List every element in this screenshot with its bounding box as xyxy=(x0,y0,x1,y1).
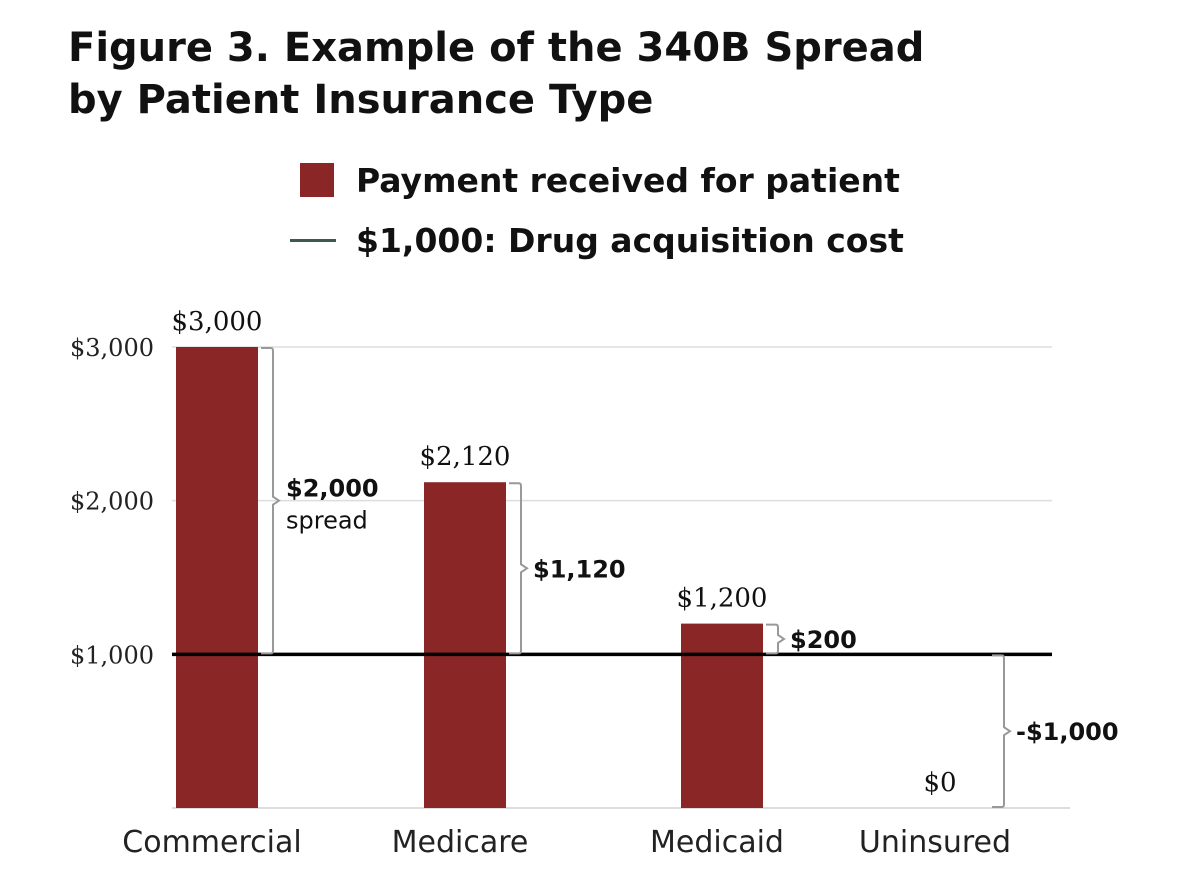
category-label: Commercial xyxy=(122,825,301,860)
value-label: $1,200 xyxy=(677,584,768,614)
title-line-2: by Patient Insurance Type xyxy=(68,77,654,123)
bar-medicare xyxy=(424,482,506,808)
spread-label: $2,000 xyxy=(286,475,379,503)
legend-item-bar: Payment received for patient xyxy=(290,150,904,210)
spread-bracket xyxy=(509,482,529,655)
category-label: Medicaid xyxy=(650,825,784,860)
bar-medicaid xyxy=(681,623,763,808)
spread-bracket xyxy=(261,347,281,655)
y-tick-label: $2,000 xyxy=(70,488,154,516)
value-label: $2,120 xyxy=(420,442,511,472)
spread-label: $1,120 xyxy=(533,555,626,583)
spread-sublabel: spread xyxy=(286,507,368,535)
y-tick-label: $3,000 xyxy=(70,334,154,362)
spread-bracket xyxy=(992,654,1012,808)
spread-label: $200 xyxy=(790,626,857,654)
legend-line-label: $1,000: Drug acquisition cost xyxy=(356,220,904,260)
value-label: $3,000 xyxy=(172,307,263,337)
title-line-1: Figure 3. Example of the 340B Spread xyxy=(68,25,925,71)
legend-bar-label: Payment received for patient xyxy=(356,160,900,200)
y-tick-label: $1,000 xyxy=(70,641,154,669)
spread-label: -$1,000 xyxy=(1016,718,1119,746)
legend-item-line: $1,000: Drug acquisition cost xyxy=(290,210,904,270)
legend-line-swatch xyxy=(290,238,336,242)
spread-bracket xyxy=(766,623,786,655)
legend-bar-swatch xyxy=(300,163,334,197)
category-label: Medicare xyxy=(392,825,529,860)
value-label: $0 xyxy=(923,768,956,798)
chart-title: Figure 3. Example of the 340B Spread by … xyxy=(68,22,924,126)
category-label: Uninsured xyxy=(859,825,1011,860)
bar-commercial xyxy=(176,347,258,808)
legend: Payment received for patient $1,000: Dru… xyxy=(290,150,904,270)
